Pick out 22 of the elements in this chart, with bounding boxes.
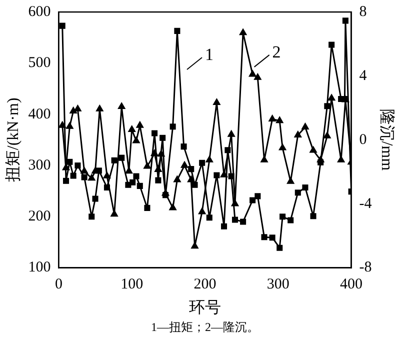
y-axis-title: 扭矩/(kN·m) — [4, 98, 22, 182]
text: 1—扭矩；2—隆沉。 — [151, 320, 259, 334]
y-tick-label: 400 — [28, 106, 51, 122]
x-tick-label: 200 — [194, 276, 216, 293]
y2-tick-label: 0 — [359, 132, 367, 148]
x-tick-label: 300 — [266, 276, 290, 293]
x-tick-label: 100 — [120, 276, 144, 293]
y-tick-label: 600 — [28, 4, 51, 20]
x-axis-title: 环号 — [189, 300, 221, 317]
annotation: 1 — [205, 44, 214, 64]
y2-tick-label: -4 — [359, 196, 372, 212]
y-tick-label: 500 — [28, 55, 51, 72]
y-tick-label: 200 — [28, 208, 51, 225]
y2-tick-label: 4 — [359, 68, 368, 84]
x-tick-label: 0 — [54, 276, 62, 293]
y2-tick-label: 8 — [359, 4, 367, 20]
y-tick-label: 100 — [28, 260, 51, 276]
y2-tick-label: -8 — [359, 260, 372, 276]
x-tick-label: 400 — [340, 276, 363, 293]
annotation: 2 — [272, 42, 281, 62]
y-tick-label: 300 — [28, 157, 51, 174]
y2-axis-title: 隆沉/mm — [378, 109, 396, 172]
